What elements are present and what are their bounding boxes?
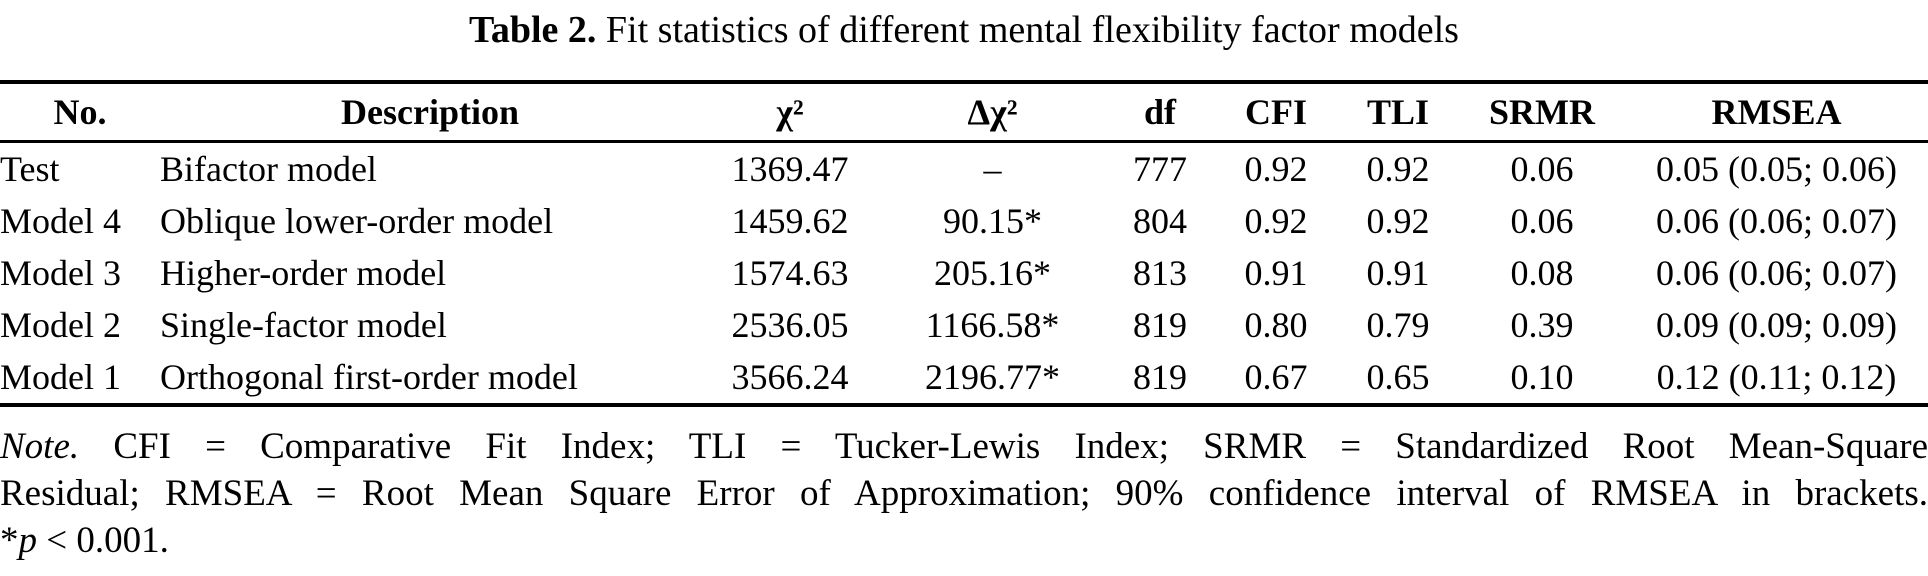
cell-tli: 0.79 [1366, 305, 1430, 345]
col-header-rmsea: RMSEA [1625, 82, 1928, 143]
cell-df: 819 [1133, 357, 1187, 397]
cell-no: Test [0, 149, 60, 189]
cell-rmsea: 0.06 (0.06; 0.07) [1656, 253, 1897, 293]
significance-note: *p < 0.001. [0, 517, 1928, 564]
cell-df: 777 [1133, 149, 1187, 189]
col-header-delta-chi-square: Δχ² [880, 82, 1105, 143]
col-header-chi-square: χ² [700, 82, 880, 143]
cell-no: Model 1 [0, 357, 121, 397]
col-header-srmr: SRMR [1459, 82, 1625, 143]
cell-delta-chi-square: – [983, 149, 1002, 189]
cell-tli: 0.91 [1366, 253, 1430, 293]
cell-rmsea: 0.05 (0.05; 0.06) [1656, 149, 1897, 189]
cell-tli: 0.92 [1366, 149, 1430, 189]
note-label: Note. [0, 426, 80, 467]
cell-chi-square: 1459.62 [731, 201, 849, 241]
cell-srmr: 0.06 [1510, 201, 1574, 241]
table-row: Model 4 Oblique lower-order model 1459.6… [0, 195, 1928, 247]
header-row: No. Description χ² Δχ² df CFI TLI SRMR R… [0, 82, 1928, 143]
cell-description: Orthogonal first-order model [160, 357, 578, 397]
cell-delta-chi-square: 2196.77* [925, 357, 1060, 397]
cell-delta-chi-square: 90.15* [943, 201, 1042, 241]
cell-srmr: 0.39 [1510, 305, 1574, 345]
col-header-no: No. [0, 82, 160, 143]
table-caption: Table 2. Fit statistics of different men… [0, 0, 1928, 52]
col-header-description: Description [160, 82, 700, 143]
cell-description: Oblique lower-order model [160, 201, 554, 241]
col-header-tli: TLI [1337, 82, 1459, 143]
significance-star: * [0, 520, 19, 561]
cell-no: Model 4 [0, 201, 121, 241]
cell-df: 819 [1133, 305, 1187, 345]
cell-srmr: 0.06 [1510, 149, 1574, 189]
cell-no: Model 3 [0, 253, 121, 293]
table-notes: Note. CFI = Comparative Fit Index; TLI =… [0, 423, 1928, 564]
cell-rmsea: 0.12 (0.11; 0.12) [1656, 357, 1897, 397]
cell-description: Single-factor model [160, 305, 447, 345]
cell-df: 804 [1133, 201, 1187, 241]
cell-tli: 0.92 [1366, 201, 1430, 241]
cell-df: 813 [1133, 253, 1187, 293]
cell-cfi: 0.67 [1244, 357, 1308, 397]
note-definitions-part1: CFI = Comparative Fit Index; TLI = Tucke… [113, 426, 1928, 467]
cell-chi-square: 2536.05 [731, 305, 849, 345]
cell-delta-chi-square: 205.16* [934, 253, 1051, 293]
cell-chi-square: 1369.47 [731, 149, 849, 189]
col-header-df: df [1105, 82, 1215, 143]
cell-srmr: 0.10 [1510, 357, 1574, 397]
table-row: Model 2 Single-factor model 2536.05 1166… [0, 299, 1928, 351]
cell-delta-chi-square: 1166.58* [925, 305, 1060, 345]
cell-chi-square: 1574.63 [731, 253, 849, 293]
table-title: Fit statistics of different mental flexi… [605, 9, 1459, 51]
cell-description: Bifactor model [160, 149, 377, 189]
note-definitions-part2: Residual; RMSEA = Root Mean Square Error… [0, 473, 1928, 514]
significance-threshold: < 0.001. [37, 520, 169, 561]
cell-rmsea: 0.09 (0.09; 0.09) [1656, 305, 1897, 345]
note-line-2: Residual; RMSEA = Root Mean Square Error… [0, 470, 1928, 517]
table-row: Test Bifactor model 1369.47 – 777 0.92 0… [0, 142, 1928, 196]
cell-description: Higher-order model [160, 253, 447, 293]
cell-tli: 0.65 [1366, 357, 1430, 397]
table-row: Model 1 Orthogonal first-order model 356… [0, 351, 1928, 405]
cell-chi-square: 3566.24 [731, 357, 849, 397]
cell-srmr: 0.08 [1510, 253, 1574, 293]
cell-rmsea: 0.06 (0.06; 0.07) [1656, 201, 1897, 241]
cell-cfi: 0.92 [1244, 201, 1308, 241]
col-header-cfi: CFI [1215, 82, 1337, 143]
fit-statistics-table: No. Description χ² Δχ² df CFI TLI SRMR R… [0, 80, 1928, 407]
cell-cfi: 0.91 [1244, 253, 1308, 293]
table-number: Table 2. [469, 9, 597, 51]
note-line-1: Note. CFI = Comparative Fit Index; TLI =… [0, 423, 1928, 470]
cell-cfi: 0.80 [1244, 305, 1308, 345]
cell-cfi: 0.92 [1244, 149, 1308, 189]
cell-no: Model 2 [0, 305, 121, 345]
significance-p: p [18, 520, 38, 561]
table-row: Model 3 Higher-order model 1574.63 205.1… [0, 247, 1928, 299]
